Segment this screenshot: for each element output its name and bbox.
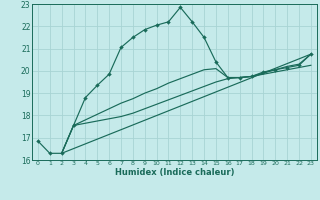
X-axis label: Humidex (Indice chaleur): Humidex (Indice chaleur) — [115, 168, 234, 177]
